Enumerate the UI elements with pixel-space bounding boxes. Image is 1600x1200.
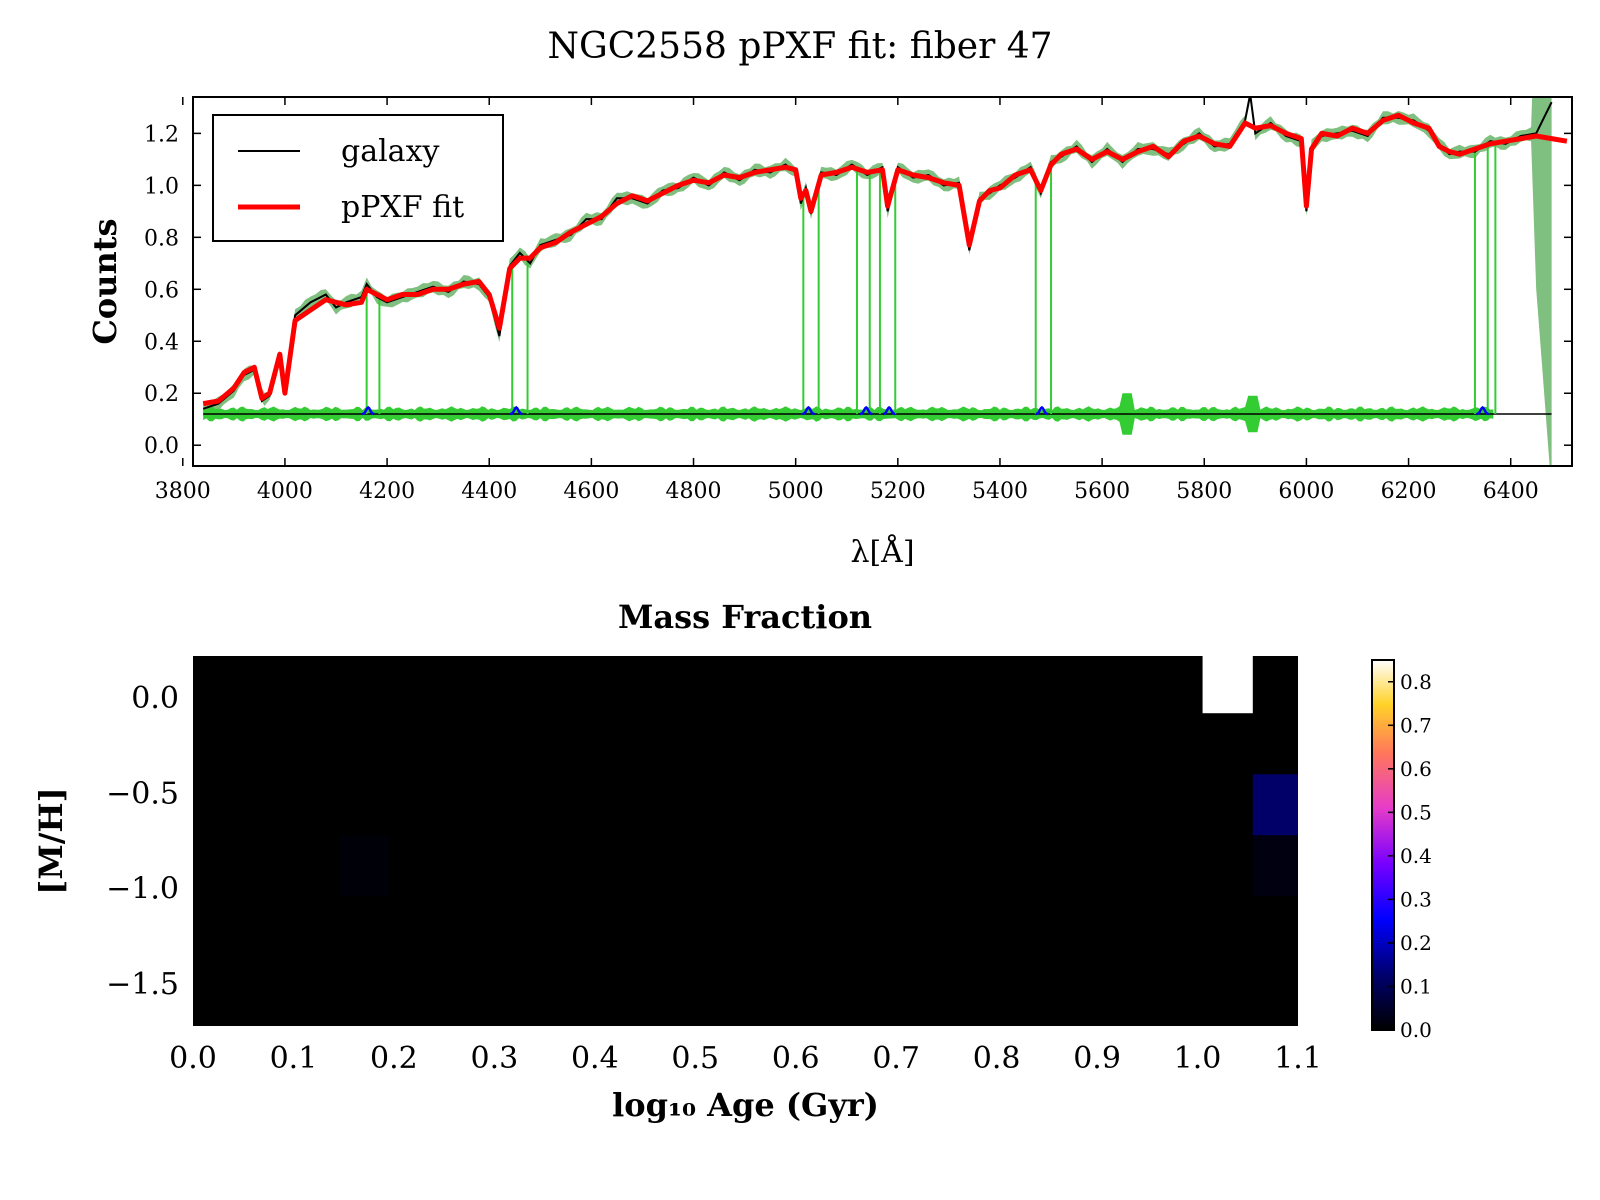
- gas-emission-line: [1476, 405, 1489, 416]
- colorbar: 0.0 0.1 0.2 0.3 0.4 0.5 0.6 0.7 0.8: [1371, 659, 1432, 1042]
- spectrum-y-axis-label: Counts: [86, 218, 124, 344]
- mass-fraction-y-axis-label: [M/H]: [32, 787, 70, 895]
- x-tick-label: 4000: [257, 479, 313, 504]
- gas-emission-line: [1035, 405, 1049, 416]
- x-tick-label: 0.2: [370, 1041, 418, 1076]
- colorbar-tick-label: 0.2: [1400, 931, 1432, 955]
- colorbar-tick-label: 0.7: [1400, 713, 1432, 737]
- colorbar-tick-label: 0.0: [1400, 1018, 1432, 1042]
- spectrum-plot-area: [202, 97, 1568, 466]
- x-tick-label: 4600: [563, 479, 619, 504]
- x-tick-label: 4200: [359, 479, 415, 504]
- x-tick-label: 5200: [870, 479, 926, 504]
- y-tick-label: 0.6: [144, 278, 179, 303]
- gas-emission-line: [882, 405, 896, 416]
- colorbar-tick-label: 0.4: [1400, 844, 1432, 868]
- colorbar-tick-label: 0.3: [1400, 887, 1432, 911]
- heatmap-cell: [338, 835, 389, 897]
- spectrum-ticks: 3800 4000 4200 4400 4600 4800 5000 5200 5400 5600…: [144, 97, 1572, 504]
- x-tick-label: 5800: [1176, 479, 1232, 504]
- y-tick-label: −1.5: [106, 967, 179, 1002]
- y-tick-label: 0.8: [144, 226, 179, 251]
- colorbar-tick-label: 0.8: [1400, 670, 1432, 694]
- heatmap-cell: [1252, 774, 1298, 836]
- x-tick-label: 0.8: [973, 1041, 1021, 1076]
- figure-title: NGC2558 pPXF fit: fiber 47: [547, 26, 1052, 67]
- mass-fraction-chart: Mass Fraction 0.0 0.1 0.2 0.3 0.4 0.5 0.6 0.7 0.…: [32, 598, 1432, 1124]
- heatmap-cell: [1202, 656, 1253, 714]
- spectrum-x-axis-label: λ[Å]: [850, 534, 914, 570]
- x-tick-label: 4800: [666, 479, 722, 504]
- gas-emission-line: [509, 405, 523, 416]
- x-tick-label: 0.0: [169, 1041, 217, 1076]
- x-tick-label: 0.9: [1073, 1041, 1121, 1076]
- mass-fraction-title: Mass Fraction: [618, 598, 872, 636]
- colorbar-tick-label: 0.6: [1400, 757, 1432, 781]
- colorbar-gradient: [1371, 659, 1395, 1031]
- colorbar-tick-label: 0.5: [1400, 800, 1432, 824]
- x-tick-label: 1.0: [1174, 1041, 1222, 1076]
- legend-label-fit: pPXF fit: [341, 190, 464, 225]
- y-tick-label: −0.5: [106, 776, 179, 811]
- legend-label-galaxy: galaxy: [341, 134, 439, 169]
- x-tick-label: 0.7: [872, 1041, 920, 1076]
- x-tick-label: 5600: [1074, 479, 1130, 504]
- gas-emission-line: [802, 405, 815, 416]
- x-tick-label: 0.3: [471, 1041, 519, 1076]
- x-tick-label: 5400: [972, 479, 1028, 504]
- gas-emission-line: [361, 405, 375, 416]
- legend-box: [212, 114, 504, 242]
- colorbar-tick-label: 0.1: [1400, 974, 1432, 998]
- spectrum-legend: galaxy pPXF fit: [212, 114, 504, 242]
- y-tick-label: 1.2: [144, 122, 179, 147]
- x-tick-label: 3800: [155, 479, 211, 504]
- spectrum-axes-frame: [192, 96, 1573, 467]
- heatmap-cell: [1252, 835, 1298, 897]
- y-tick-label: 0.0: [131, 681, 179, 716]
- mass-fraction-x-axis-label: log₁₀ Age (Gyr): [612, 1086, 879, 1124]
- x-tick-label: 6200: [1381, 479, 1437, 504]
- y-tick-label: 0.0: [144, 434, 179, 459]
- x-tick-label: 0.5: [671, 1041, 719, 1076]
- x-tick-label: 1.1: [1274, 1041, 1322, 1076]
- y-tick-label: 0.2: [144, 382, 179, 407]
- x-tick-label: 6400: [1483, 479, 1539, 504]
- x-tick-label: 0.1: [270, 1041, 318, 1076]
- ppxf-fit-series: [202, 112, 1568, 407]
- spectrum-fit-chart: 3800 4000 4200 4400 4600 4800 5000 5200 5400 5600…: [86, 96, 1573, 570]
- y-tick-label: 1.0: [144, 174, 179, 199]
- x-tick-label: 4400: [461, 479, 517, 504]
- mass-fraction-ticks: 0.0 0.1 0.2 0.3 0.4 0.5 0.6 0.7 0.8 0.9 1.0 1.1 0.0 −…: [106, 681, 1322, 1076]
- gas-emission-line: [859, 405, 873, 416]
- y-tick-label: −1.0: [106, 872, 179, 907]
- y-tick-label: 0.4: [144, 330, 179, 355]
- x-tick-label: 6000: [1278, 479, 1334, 504]
- x-tick-label: 0.4: [571, 1041, 619, 1076]
- mass-fraction-heatmap: [193, 656, 1298, 1026]
- x-tick-label: 5000: [768, 479, 824, 504]
- x-tick-label: 0.6: [772, 1041, 820, 1076]
